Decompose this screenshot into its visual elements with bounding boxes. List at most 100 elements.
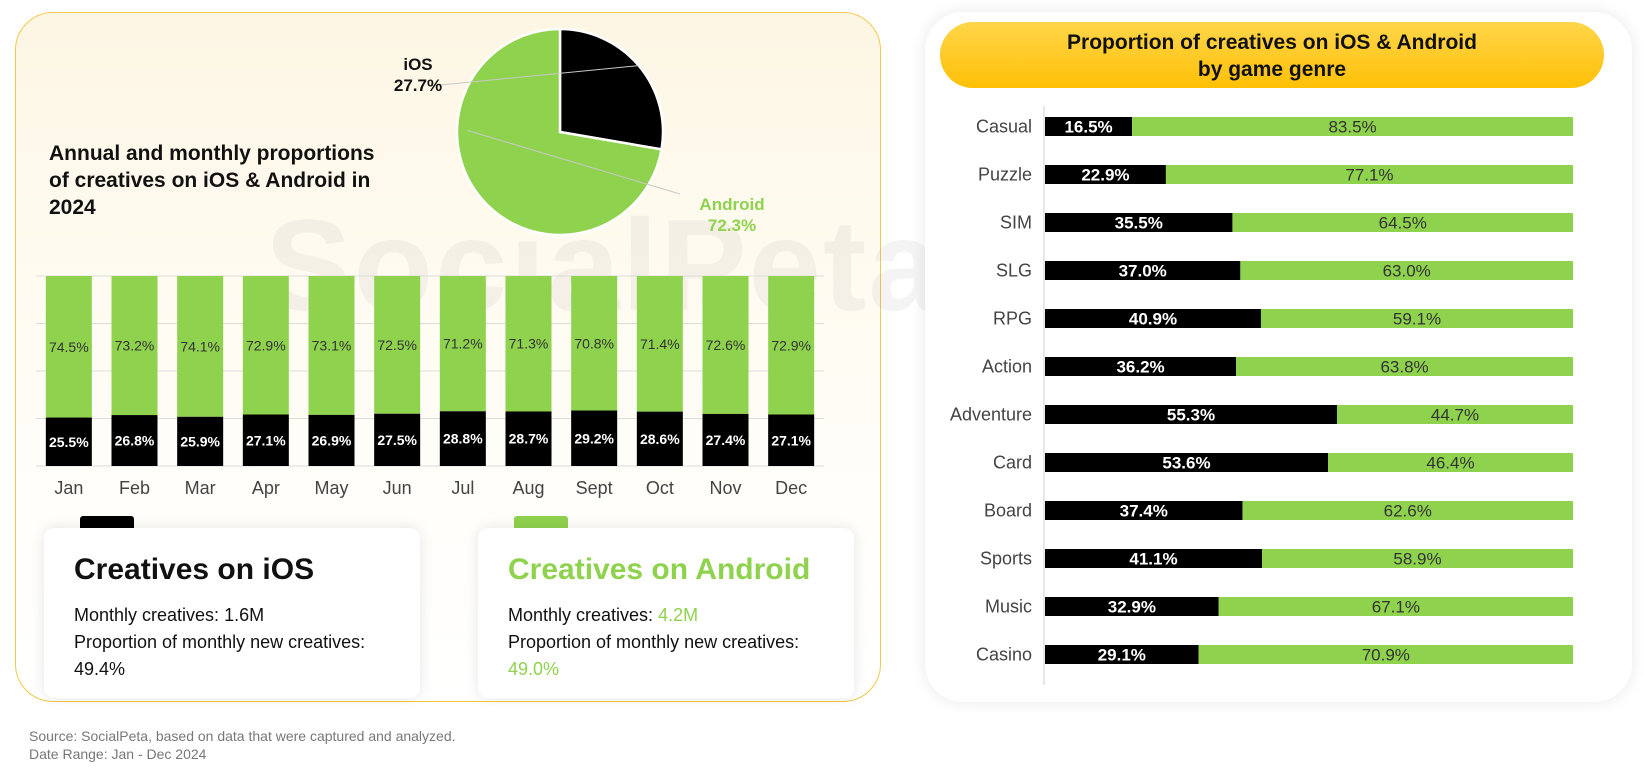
bar-android	[45, 276, 92, 418]
bar-ios	[702, 413, 749, 466]
bar-android	[111, 276, 158, 416]
genre-stacked-bar-chart: Casual 16.5% 83.5% Puzzle 22.9% 77.1% SIM 35.5%…	[950, 106, 1573, 685]
bar-ios	[308, 414, 355, 466]
bar-ios	[242, 414, 289, 466]
pie-leader-android	[467, 129, 681, 195]
x-tick-label: Apr	[252, 478, 280, 498]
genre-data-label-android: 59.1%	[1393, 310, 1441, 329]
data-label-android: 73.2%	[115, 338, 155, 354]
data-label-ios: 26.8%	[115, 433, 155, 449]
bar-ios	[768, 414, 815, 466]
x-tick-label: Aug	[512, 478, 544, 498]
data-label-android: 72.6%	[706, 337, 746, 353]
genre-data-label-android: 44.7%	[1431, 406, 1479, 425]
genre-data-label-ios: 36.2%	[1116, 358, 1164, 377]
bar-android	[768, 276, 815, 415]
genre-category-label: Casino	[976, 645, 1032, 665]
bar-ios	[505, 411, 552, 466]
genre-category-label: RPG	[993, 309, 1032, 329]
genre-data-label-ios: 16.5%	[1064, 118, 1112, 137]
android-proportion-value: 49.0%	[508, 659, 560, 679]
genre-bar-ios	[1045, 645, 1199, 664]
bar-android	[242, 276, 289, 415]
genre-bar-android	[1132, 117, 1573, 136]
ios-monthly-label: Monthly creatives:	[74, 605, 225, 625]
pie-label-android: Android 72.3%	[692, 194, 772, 236]
ios-monthly-value: 1.6M	[224, 605, 265, 625]
x-tick-label: May	[314, 478, 348, 498]
genre-bar-ios	[1045, 597, 1219, 616]
genre-data-label-android: 62.6%	[1384, 502, 1432, 521]
genre-category-label: Puzzle	[978, 165, 1032, 185]
pie-ios-name: iOS	[403, 55, 433, 74]
genre-category-label: Sports	[980, 549, 1032, 569]
data-label-android: 71.2%	[443, 336, 483, 352]
genre-data-label-android: 58.9%	[1393, 550, 1441, 569]
data-label-android: 72.9%	[771, 337, 811, 353]
genre-data-label-ios: 41.1%	[1129, 550, 1177, 569]
genre-bar-android	[1240, 261, 1573, 280]
x-tick-label: Jun	[383, 478, 412, 498]
genre-data-label-android: 63.0%	[1383, 262, 1431, 281]
bar-android	[177, 276, 224, 417]
date-range-line: Date Range: Jan - Dec 2024	[29, 746, 207, 762]
bar-android	[505, 276, 552, 412]
genre-bar-ios	[1045, 117, 1133, 136]
pie-slice-android	[455, 27, 663, 237]
genre-category-label: Card	[993, 453, 1032, 473]
genre-bar-android	[1232, 213, 1573, 232]
data-label-android: 71.4%	[640, 336, 680, 352]
genre-category-label: Adventure	[950, 405, 1032, 425]
pie-slice-ios	[558, 27, 665, 151]
genre-category-label: Casual	[976, 117, 1032, 137]
genre-data-label-ios: 22.9%	[1081, 166, 1129, 185]
data-label-android: 74.5%	[49, 339, 89, 355]
ios-monthly-creatives: Monthly creatives: 1.6M	[74, 602, 420, 629]
genre-bar-android	[1198, 645, 1573, 664]
android-monthly-label: Monthly creatives:	[508, 605, 659, 625]
genre-data-label-ios: 40.9%	[1129, 310, 1177, 329]
data-label-ios: 28.7%	[509, 431, 549, 447]
pie-ios-value: 27.7%	[393, 76, 443, 95]
android-card-title: Creatives on Android	[508, 553, 811, 586]
genre-title-line1: Proportion of creatives on iOS & Android	[1067, 31, 1477, 54]
bar-android	[308, 276, 355, 415]
pie-android-name: Android	[699, 195, 765, 214]
genre-bar-ios	[1045, 405, 1337, 424]
ios-proportion-value: 49.4%	[74, 659, 126, 679]
data-label-android: 71.3%	[509, 336, 549, 352]
data-label-ios: 28.8%	[443, 431, 483, 447]
genre-bar-android	[1262, 549, 1573, 568]
data-label-ios: 28.6%	[640, 431, 680, 447]
genre-data-label-android: 46.4%	[1426, 454, 1474, 473]
genre-data-label-android: 64.5%	[1379, 214, 1427, 233]
data-label-ios: 27.5%	[377, 432, 417, 448]
genre-chart-title: Proportion of creatives on iOS & Android…	[940, 22, 1604, 88]
android-monthly-creatives: Monthly creatives: 4.2M	[508, 602, 854, 629]
x-tick-label: Dec	[775, 478, 807, 498]
pie-android-value: 72.3%	[707, 216, 757, 235]
bar-android	[636, 276, 683, 412]
genre-bar-ios	[1045, 549, 1263, 568]
data-label-android: 72.5%	[377, 337, 417, 353]
data-label-android: 72.9%	[246, 337, 286, 353]
genre-bar-android	[1218, 597, 1573, 616]
genre-bar-android	[1336, 405, 1573, 424]
genre-bar-android	[1165, 165, 1573, 184]
genre-title-line2: by game genre	[1197, 58, 1347, 81]
genre-data-label-android: 67.1%	[1372, 598, 1420, 617]
android-info-card: Creatives on Android Monthly creatives: …	[478, 528, 854, 698]
bar-ios	[374, 413, 421, 466]
bar-android	[439, 276, 486, 412]
pie-label-ios: iOS 27.7%	[380, 54, 456, 96]
genre-data-label-android: 77.1%	[1345, 166, 1393, 185]
genre-data-label-ios: 29.1%	[1098, 646, 1146, 665]
x-tick-label: Oct	[646, 478, 674, 498]
genre-bar-android	[1242, 501, 1573, 520]
data-label-ios: 29.2%	[574, 430, 614, 446]
genre-category-label: Action	[982, 357, 1032, 377]
genre-category-label: Music	[985, 597, 1032, 617]
pie-leader-ios	[429, 65, 639, 87]
source-line: Source: SocialPeta, based on data that w…	[29, 728, 456, 744]
data-label-ios: 27.1%	[771, 432, 811, 448]
